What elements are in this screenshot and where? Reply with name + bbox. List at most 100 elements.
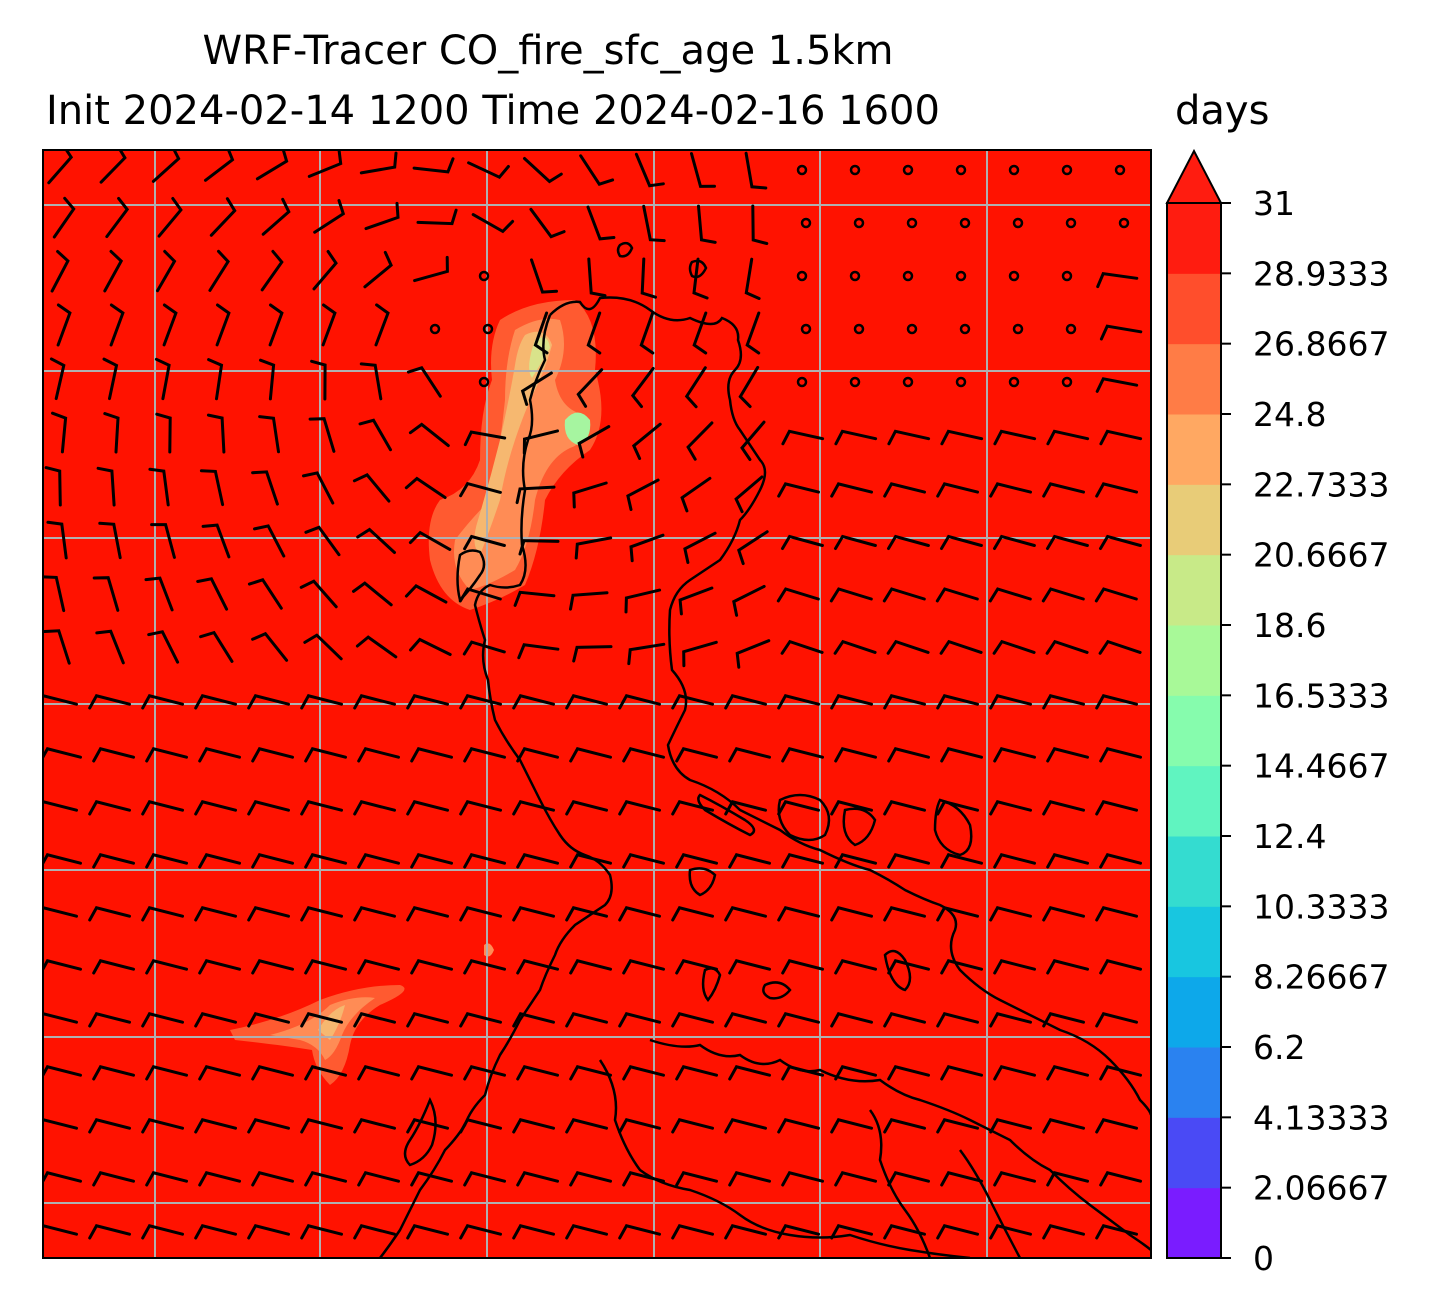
wind-barb <box>304 525 341 557</box>
colorbar-segment <box>1167 1117 1221 1189</box>
wind-barb <box>459 481 502 498</box>
colorbar-segment <box>1167 976 1221 1048</box>
wind-barb <box>251 1171 294 1187</box>
wind-barb <box>313 199 346 234</box>
wind-barb <box>357 1171 400 1187</box>
wind-barb <box>781 534 824 550</box>
wind-barb <box>516 853 559 869</box>
wind-barb <box>353 1224 396 1240</box>
wind-barb <box>259 358 276 401</box>
wind-barb <box>565 906 608 922</box>
wind-barb <box>463 1171 506 1187</box>
colorbar-tick-label: 8.26667 <box>1253 958 1389 997</box>
wind-barb <box>92 1171 135 1187</box>
wind-barb <box>406 1012 449 1028</box>
wind-barb <box>586 205 616 241</box>
wind-barb <box>154 357 171 401</box>
wind-barb <box>253 524 286 558</box>
wind-barb <box>357 1065 400 1081</box>
wind-barb <box>533 311 549 355</box>
wind-barb <box>671 694 714 710</box>
wind-barb <box>834 853 877 869</box>
wind-barb <box>300 800 343 816</box>
wind-barb <box>993 429 1037 446</box>
calm-wind-circle <box>1061 270 1073 282</box>
wind-barb <box>777 1224 820 1240</box>
wind-barb <box>569 747 612 763</box>
calm-wind-circle <box>1065 323 1077 335</box>
wind-barb <box>304 853 347 869</box>
wind-barb <box>520 371 553 406</box>
wind-barb <box>206 413 226 454</box>
wind-barb <box>201 523 231 559</box>
wind-barb <box>735 639 771 669</box>
wind-barbs <box>43 150 1143 1240</box>
wind-barb <box>207 358 224 401</box>
wind-barb <box>777 1012 820 1028</box>
wind-barb <box>251 470 279 506</box>
wind-barb <box>684 366 707 409</box>
wind-barb <box>1095 1224 1138 1240</box>
wind-barb <box>471 213 515 234</box>
wind-barb <box>1099 1065 1142 1081</box>
wind-barb <box>565 1118 608 1134</box>
calm-wind-circle <box>906 217 918 229</box>
wind-barb <box>459 1224 502 1240</box>
calm-wind-circle <box>902 376 914 388</box>
wind-barb <box>622 959 665 975</box>
wind-barb <box>883 482 926 498</box>
wind-barb <box>150 523 176 559</box>
wind-barb <box>1099 853 1142 869</box>
wind-barb <box>634 152 665 188</box>
wind-barb <box>1042 906 1085 922</box>
wind-barb <box>572 645 613 663</box>
wind-barb <box>194 906 237 922</box>
wind-barb <box>251 959 294 975</box>
wind-barb <box>887 959 930 975</box>
wind-barb <box>43 853 82 866</box>
wind-barb <box>682 640 718 668</box>
wind-barb <box>574 536 613 560</box>
wind-barb <box>1042 800 1085 816</box>
wind-barb <box>357 853 400 869</box>
wind-barb <box>516 747 559 763</box>
wind-barb <box>204 150 235 182</box>
wind-barb <box>940 429 984 446</box>
wind-barb <box>308 417 336 453</box>
wind-barb <box>576 368 604 408</box>
wind-barb <box>936 800 979 816</box>
wind-barb <box>141 1224 184 1240</box>
wind-barb <box>300 1012 343 1028</box>
wind-barb <box>299 579 338 609</box>
wind-barb <box>988 587 1032 603</box>
wind-barb <box>781 1171 824 1187</box>
wind-barb <box>513 590 556 607</box>
wind-barb <box>622 1171 665 1187</box>
wind-barb <box>732 584 766 617</box>
wind-barb <box>194 1012 237 1028</box>
wind-barb <box>413 255 449 283</box>
wind-barb <box>404 476 447 499</box>
wind-barb <box>565 694 608 710</box>
wind-barb <box>1046 534 1089 550</box>
wind-barb <box>512 694 555 710</box>
wind-barb <box>1042 694 1085 710</box>
map-gridlines <box>43 150 1151 1258</box>
wind-barb <box>671 1224 714 1240</box>
coastline-south-4 <box>958 1149 1022 1258</box>
wind-barb <box>43 747 82 760</box>
wind-barb <box>310 359 327 401</box>
coastline-lake-north-2 <box>688 259 708 279</box>
wind-barb <box>353 694 396 710</box>
colorbar-extend-arrow <box>1165 148 1223 204</box>
wind-barb <box>43 629 71 665</box>
wind-barb <box>781 429 825 446</box>
wind-barb <box>675 1065 718 1081</box>
wind-barb <box>936 1118 979 1134</box>
coastline-south <box>649 1038 1151 1251</box>
wind-barb <box>355 635 398 659</box>
colorbar-tick-label: 22.7333 <box>1253 465 1389 504</box>
wind-barb <box>52 196 76 239</box>
wind-barb <box>92 853 135 869</box>
